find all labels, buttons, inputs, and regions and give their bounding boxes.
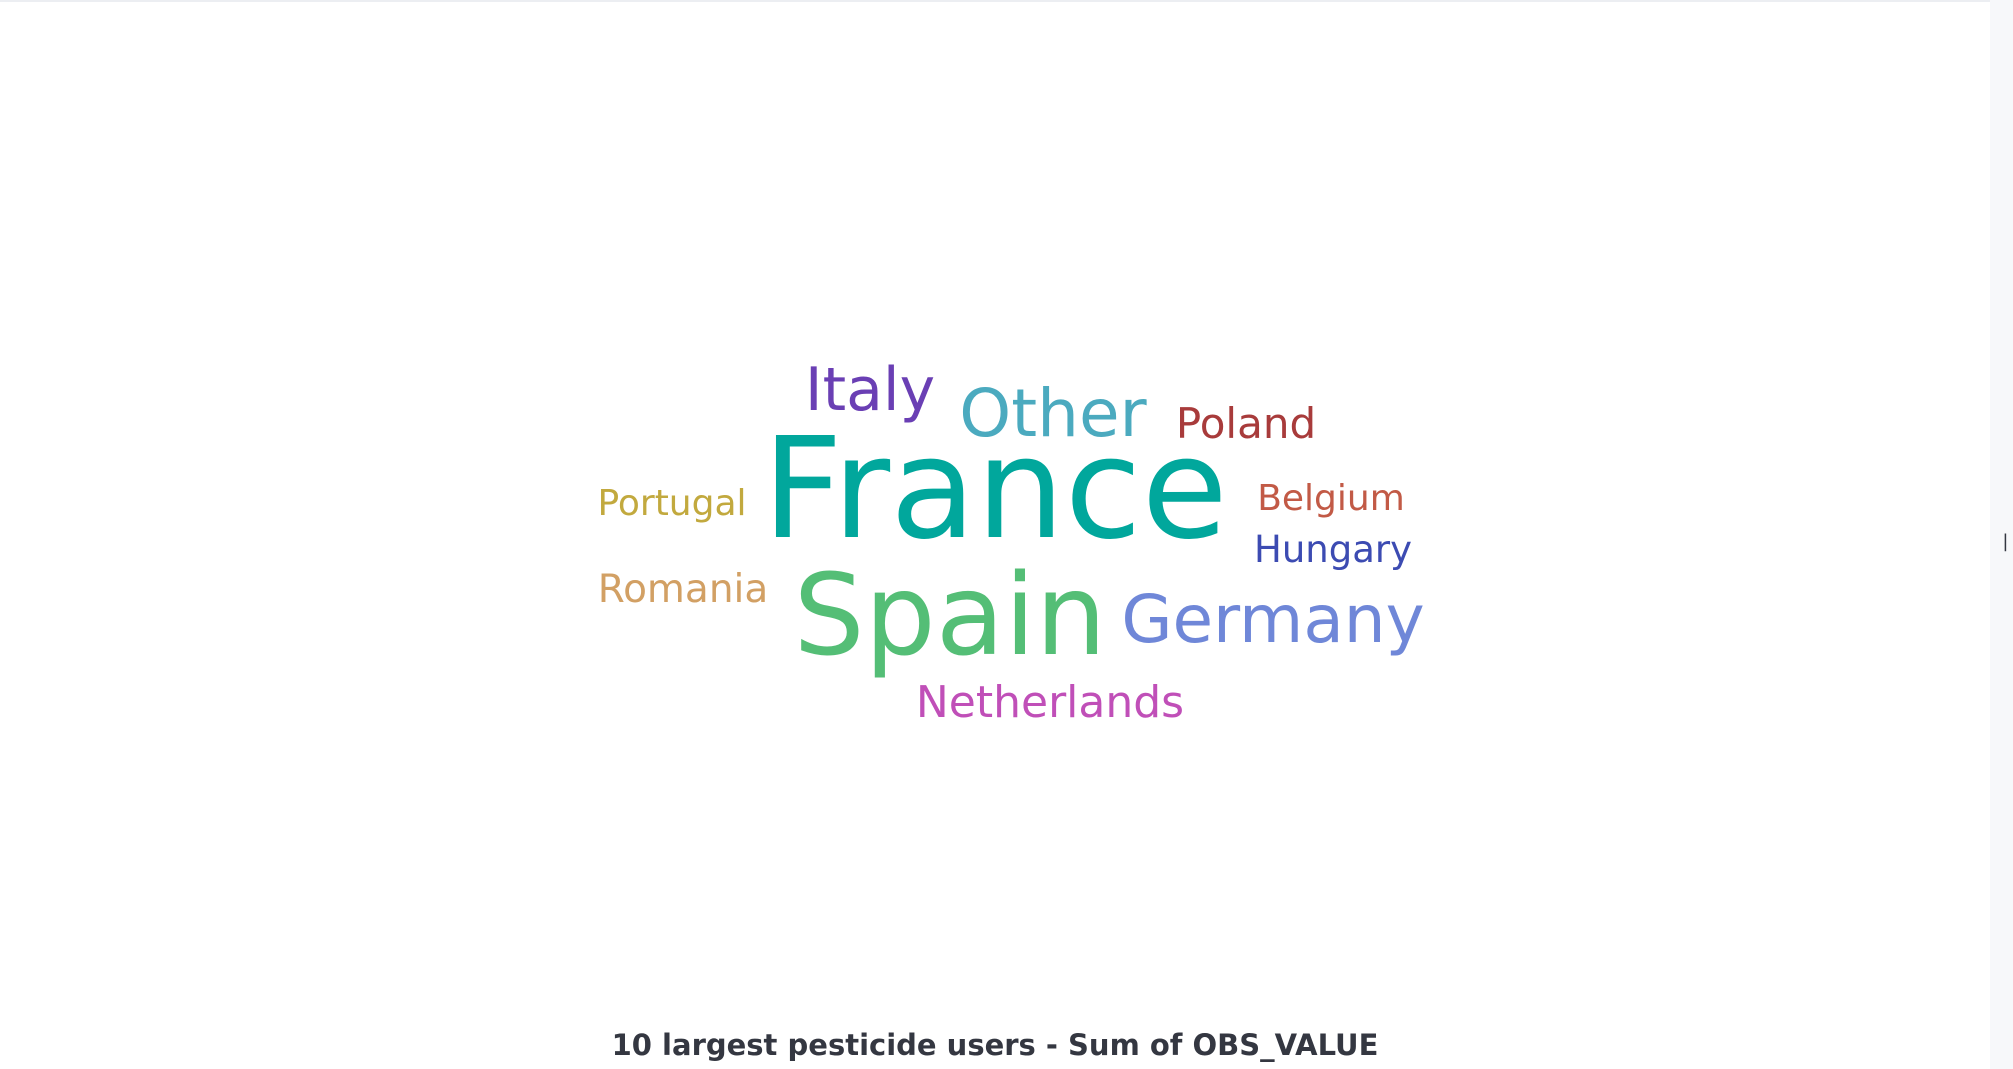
word-romania[interactable]: Romania [598, 567, 769, 612]
word-spain[interactable]: Spain [794, 551, 1107, 681]
word-hungary[interactable]: Hungary [1254, 528, 1412, 571]
chart-caption: 10 largest pesticide users - Sum of OBS_… [611, 1028, 1379, 1062]
word-italy[interactable]: Italy [805, 355, 935, 425]
word-netherlands[interactable]: Netherlands [916, 677, 1184, 728]
word-france[interactable]: France [762, 408, 1228, 571]
right-gutter [1990, 0, 2013, 1069]
word-belgium[interactable]: Belgium [1257, 478, 1405, 519]
word-poland[interactable]: Poland [1176, 399, 1316, 448]
word-germany[interactable]: Germany [1121, 581, 1424, 658]
resize-handle[interactable]: || [2000, 531, 2013, 552]
word-other[interactable]: Other [959, 375, 1147, 452]
word-portugal[interactable]: Portugal [597, 483, 746, 524]
